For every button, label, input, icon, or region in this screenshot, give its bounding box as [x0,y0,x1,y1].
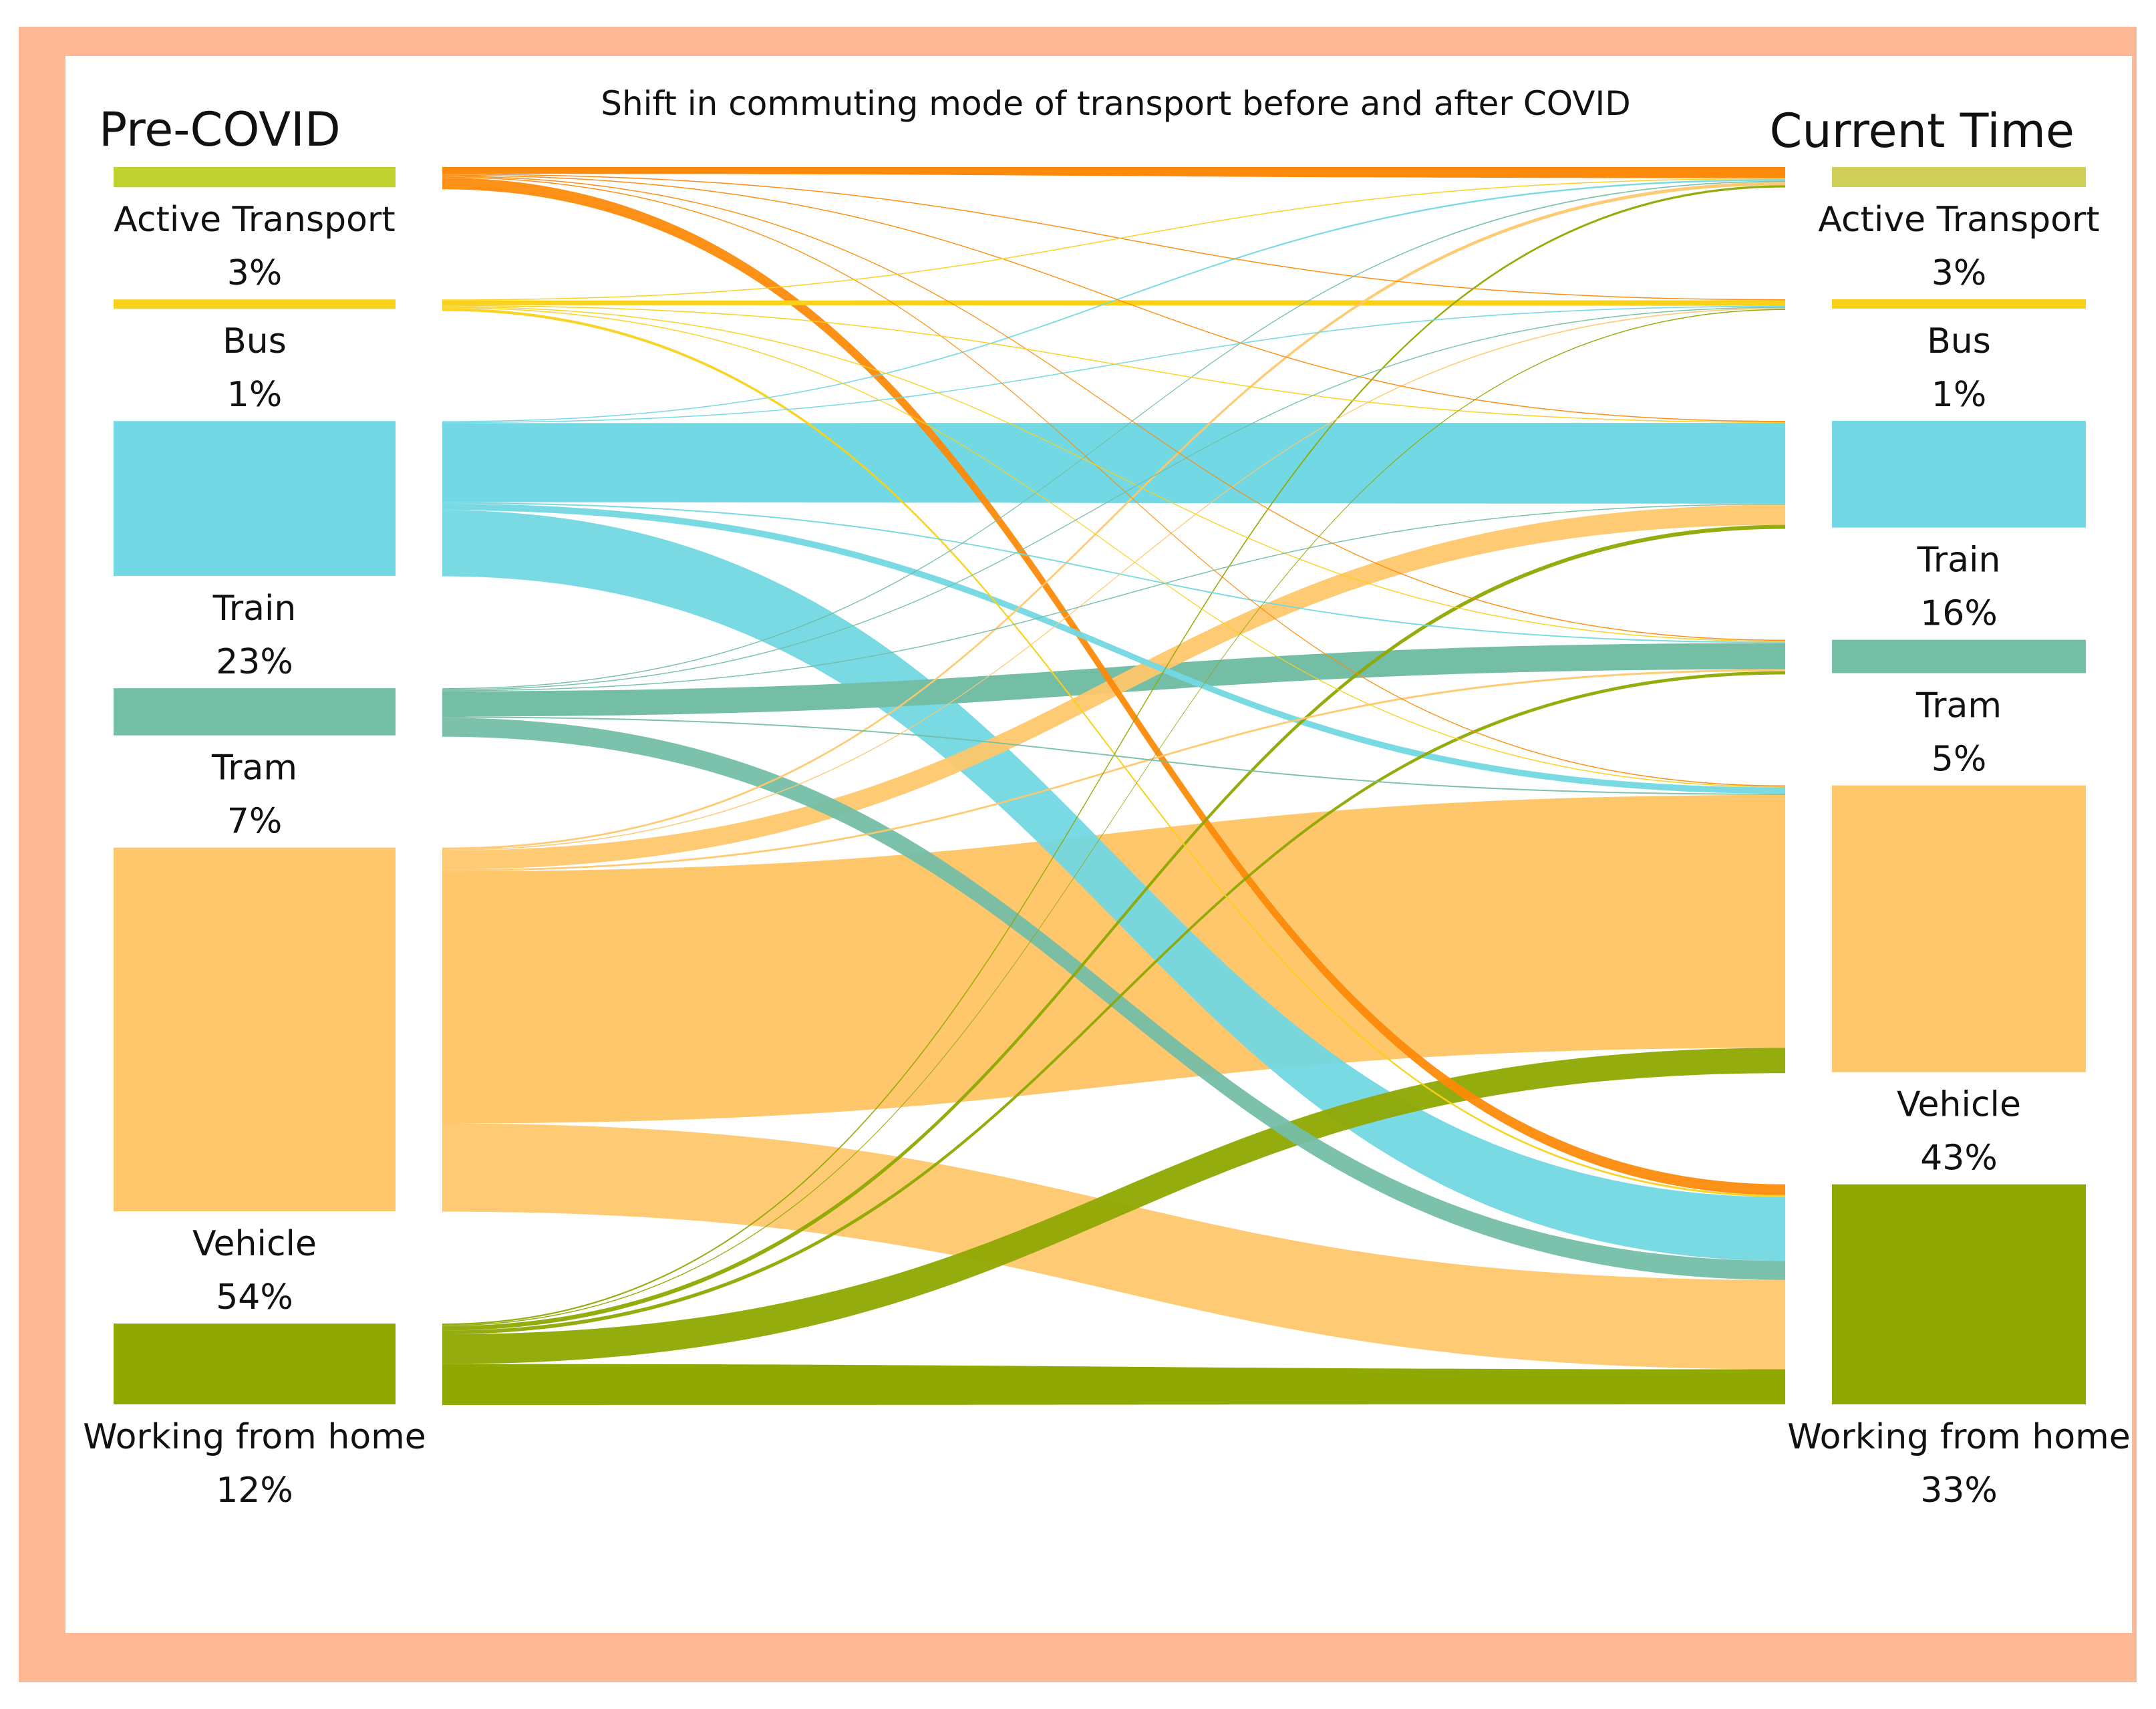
flow-tram-to-train [442,503,1785,691]
left-node-percent-working-from-home: 12% [216,1470,293,1511]
right-node-name-vehicle: Vehicle [1897,1085,2021,1125]
flow-vehicle-to-tram [442,669,1785,872]
flows-layer [442,167,1785,1405]
left-node-name-working-from-home: Working from home [83,1417,426,1457]
right-node-name-train: Train [1917,540,2001,581]
right-node-name-bus: Bus [1927,321,1991,361]
flow-train-to-working-from-home [442,510,1785,1261]
flow-bus-to-train [442,305,1785,423]
flow-tram-to-working-from-home [442,718,1785,1280]
flow-active-transport-to-bus [442,174,1785,301]
left-node-bar-vehicle [114,847,396,1212]
flow-vehicle-to-bus [442,307,1785,851]
flow-working-from-home-to-working-from-home [442,1364,1785,1405]
right-node-bar-bus [1832,299,2086,309]
left-node-bar-bus [114,299,396,309]
right-node-name-active-transport: Active Transport [1818,200,2099,240]
flow-working-from-home-to-train [442,524,1785,1331]
flow-bus-to-active-transport [442,178,1785,301]
right-node-percent-working-from-home: 33% [1920,1470,1998,1511]
right-node-bar-vehicle [1832,785,2086,1072]
flow-active-transport-to-train [442,174,1785,422]
flow-vehicle-to-active-transport [442,182,1785,850]
flow-tram-to-active-transport [442,180,1785,689]
right-node-bar-train [1832,420,2086,528]
left-node-percent-vehicle: 54% [216,1277,293,1317]
left-node-percent-train: 23% [216,642,293,682]
left-node-bar-tram [114,688,396,736]
right-node-percent-bus: 1% [1932,375,1987,415]
left-node-percent-active-transport: 3% [227,253,283,293]
left-node-name-vehicle: Vehicle [192,1224,317,1264]
right-node-bar-tram [1832,639,2086,673]
left-node-bar-working-from-home [114,1324,396,1405]
right-node-percent-train: 16% [1920,594,1998,634]
left-node-bar-active-transport [114,167,396,188]
flow-bus-to-tram [442,306,1785,642]
flow-tram-to-bus [442,307,1785,691]
left-node-name-active-transport: Active Transport [114,200,395,240]
left-node-bar-train [114,421,396,577]
flow-bus-to-bus [442,300,1785,306]
flow-train-to-vehicle [442,503,1785,794]
flow-working-from-home-to-tram [442,671,1785,1335]
flow-bus-to-working-from-home [442,308,1785,1197]
flow-tram-to-vehicle [442,716,1785,795]
left-node-percent-bus: 1% [227,375,283,415]
labels-layer: Active Transport 3% Bus 1% Train 23% Tram 7% Veh… [83,200,2131,1511]
flow-active-transport-to-vehicle [442,176,1785,787]
chart-title: Shift in commuting mode of transport bef… [601,84,1631,123]
flow-active-transport-to-working-from-home [442,178,1785,1195]
flow-working-from-home-to-bus [442,309,1785,1326]
left-node-percent-tram: 7% [227,802,283,842]
left-node-name-train: Train [212,589,297,629]
flow-working-from-home-to-vehicle [442,1048,1785,1364]
flow-vehicle-to-working-from-home [442,1123,1785,1370]
right-node-name-working-from-home: Working from home [1787,1417,2131,1457]
left-node-name-tram: Tram [211,748,297,788]
right-node-percent-tram: 5% [1932,740,1987,780]
right-node-percent-vehicle: 43% [1920,1138,1998,1179]
flow-active-transport-to-tram [442,176,1785,641]
flow-bus-to-vehicle [442,307,1785,788]
flow-train-to-active-transport [442,179,1785,422]
left-title: Pre-COVID [99,102,341,157]
left-node-name-bus: Bus [222,321,287,361]
flow-train-to-tram [442,502,1785,643]
right-node-name-tram: Tram [1915,686,2002,726]
right-title: Current Time [1770,104,2074,158]
right-node-bar-working-from-home [1832,1184,2086,1405]
right-node-percent-active-transport: 3% [1932,253,1987,293]
flow-active-transport-to-active-transport [442,167,1785,178]
flow-vehicle-to-vehicle [442,794,1785,1124]
nodes-layer [114,167,2086,1405]
flow-train-to-train [442,422,1785,504]
right-node-bar-active-transport [1832,167,2086,187]
